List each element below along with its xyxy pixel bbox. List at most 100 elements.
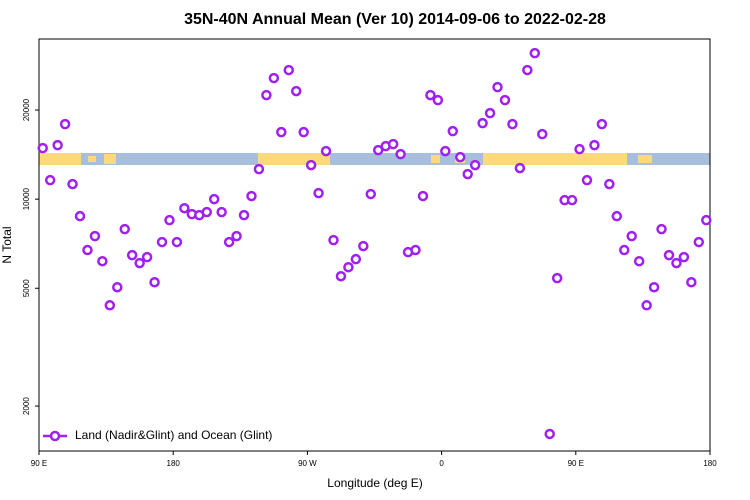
data-point <box>276 126 287 138</box>
data-point <box>663 249 675 261</box>
data-point <box>328 234 339 246</box>
x-tick-label: 90 W <box>298 459 317 468</box>
data-point <box>82 244 93 256</box>
data-point <box>671 257 682 269</box>
data-point <box>648 281 660 293</box>
x-tick-label: 90 E <box>568 459 584 468</box>
data-point <box>462 168 473 180</box>
data-point <box>529 47 541 59</box>
data-point <box>283 64 295 76</box>
y-tick-label: 2000 <box>22 397 31 415</box>
data-point <box>581 174 593 186</box>
data-point <box>231 230 242 242</box>
data-point <box>522 64 533 76</box>
data-point <box>492 81 503 93</box>
x-axis-label: Longitude (deg E) <box>327 476 422 490</box>
data-point <box>469 159 481 171</box>
data-point <box>298 126 309 138</box>
data-point <box>253 163 265 175</box>
data-point <box>149 276 160 288</box>
data-point <box>365 188 377 200</box>
data-point <box>44 174 56 186</box>
data-point <box>589 139 600 151</box>
data-point <box>537 128 548 140</box>
data-point <box>454 151 466 163</box>
y-tick-label: 5000 <box>22 279 31 297</box>
data-point <box>417 190 429 202</box>
data-point <box>134 257 145 269</box>
data-point <box>343 261 354 273</box>
data-point <box>179 202 190 214</box>
data-point <box>320 145 332 157</box>
x-tick-label: 0 <box>439 459 444 468</box>
data-point <box>619 244 630 256</box>
data-point <box>126 249 138 261</box>
data-point <box>104 300 116 311</box>
data-point <box>387 138 399 150</box>
data-point <box>551 272 563 284</box>
data-point <box>335 270 347 282</box>
plot-frame <box>38 38 711 452</box>
data-point <box>313 187 324 199</box>
x-tick-label: 90 E <box>31 459 47 468</box>
data-point <box>89 230 101 242</box>
data-point <box>425 89 436 101</box>
legend-label: Land (Nadir&Glint) and Ocean (Glint) <box>75 428 272 442</box>
data-point <box>686 276 697 288</box>
x-tick-label: 180 <box>703 459 717 468</box>
data-point <box>268 72 280 84</box>
data-point <box>626 230 637 242</box>
data-point <box>216 206 227 218</box>
data-point <box>97 255 108 267</box>
data-point <box>52 139 63 151</box>
data-point <box>164 214 175 226</box>
data-point <box>596 118 608 130</box>
data-point <box>238 209 250 221</box>
data-point <box>566 194 578 206</box>
data-point <box>611 210 623 222</box>
data-point <box>656 223 667 235</box>
legend-marker <box>49 430 61 442</box>
data-point <box>432 94 444 106</box>
data-point <box>74 210 86 222</box>
y-tick-label: 10000 <box>22 187 31 210</box>
data-point <box>208 193 220 205</box>
data-point <box>37 142 48 154</box>
data-point <box>693 236 705 248</box>
y-axis-label: N Total <box>0 226 14 263</box>
data-point <box>358 240 369 252</box>
data-point <box>395 148 406 160</box>
data-point <box>447 125 459 137</box>
data-point <box>261 89 272 101</box>
data-point <box>59 118 71 130</box>
data-point <box>507 118 518 130</box>
data-point <box>701 214 712 226</box>
data-point <box>499 94 511 106</box>
data-point <box>641 300 652 311</box>
data-point <box>514 162 526 174</box>
y-tick-label: 20000 <box>22 98 31 121</box>
data-point <box>201 206 212 218</box>
data-point <box>440 145 451 157</box>
data-point <box>67 178 78 190</box>
data-point <box>633 255 645 267</box>
data-point <box>544 428 555 440</box>
data-point <box>574 143 585 155</box>
data-point <box>156 236 168 248</box>
data-point <box>477 117 488 129</box>
data-point <box>484 107 496 119</box>
data-point <box>305 159 317 171</box>
data-point <box>141 251 153 263</box>
data-point <box>410 244 421 256</box>
data-point <box>604 178 615 190</box>
data-point <box>171 236 183 248</box>
chart-title: 35N-40N Annual Mean (Ver 10) 2014-09-06 … <box>184 11 606 28</box>
data-point <box>119 223 130 235</box>
data-point <box>223 236 235 248</box>
data-point <box>678 251 690 263</box>
x-tick-label: 180 <box>167 459 181 468</box>
surface-band <box>39 153 710 165</box>
data-point <box>246 190 257 202</box>
data-point <box>112 281 123 293</box>
